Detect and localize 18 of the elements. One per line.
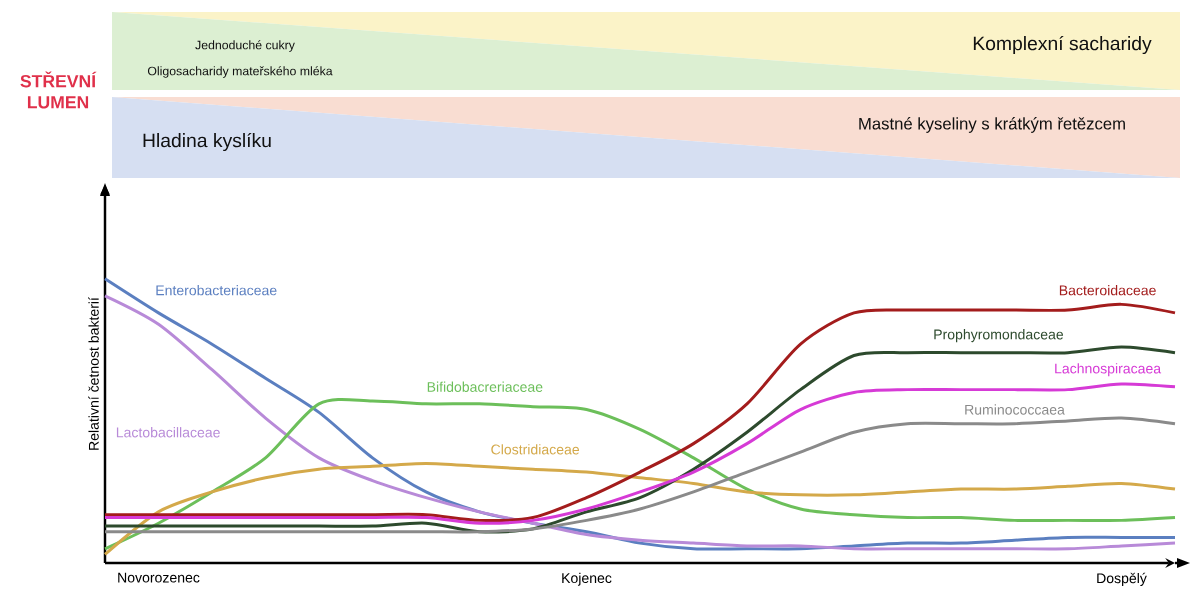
series-label: Ruminococcaea: [965, 404, 1065, 415]
text: Lactobacillaceae: [116, 427, 220, 438]
text: STŘEVNÍ LUMEN: [20, 71, 97, 109]
text: Mastné kyseliny s krátkým řetězcem: [859, 117, 1125, 133]
series-label: Prophyromondaceae: [934, 329, 1064, 343]
series-label: Enterobacteriaceae: [156, 284, 277, 296]
text: Oligosacharidy mateřského mléka: [147, 66, 333, 78]
series-label: Lachnospiracaea: [1055, 363, 1162, 377]
y-axis-title: Relativní četnost bakterií: [88, 297, 99, 450]
series-label: Bifidobacreriaceae: [427, 381, 543, 392]
text: Komplexní sacharidy: [973, 35, 1152, 55]
text: Hladina kyslíku: [143, 132, 271, 152]
x-tick-label: Kojenec: [562, 572, 612, 586]
series-label: Clostridiaceae: [491, 444, 580, 455]
x-tick-label: Novorozenec: [118, 572, 200, 583]
x-tick-label: Dospělý: [1097, 572, 1147, 586]
text: Jednoduché cukry: [195, 40, 295, 52]
series-label: Bacteroidaceae: [1059, 284, 1156, 296]
